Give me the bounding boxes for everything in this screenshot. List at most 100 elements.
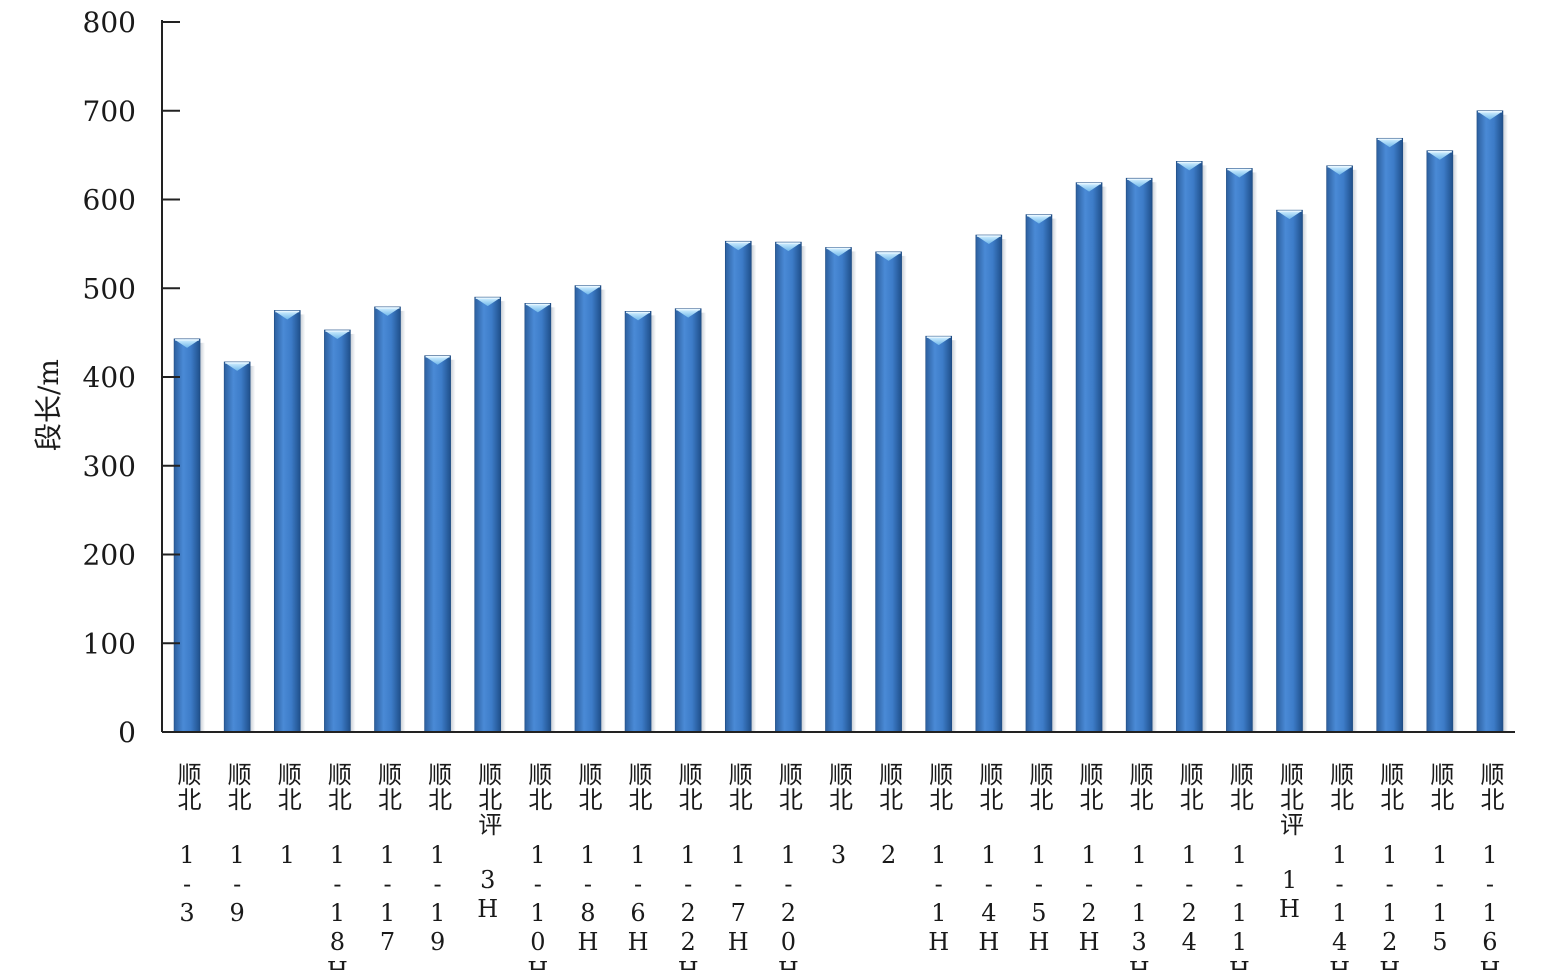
bar-group: [1075, 182, 1108, 733]
bar: [424, 355, 451, 733]
bar-cap: [475, 298, 500, 307]
x-tick-label: 顺北 1-20H: [774, 762, 802, 970]
x-tick-label: 顺北 1-15: [1426, 762, 1454, 957]
bar-group: [1175, 161, 1208, 733]
bar-group: [173, 338, 206, 733]
bar: [1276, 209, 1303, 733]
bar-group: [1376, 137, 1408, 733]
bar-cap: [225, 362, 250, 371]
bar: [574, 285, 602, 733]
x-tick-label: 顺北 1-7H: [724, 762, 752, 957]
bar-group: [1125, 177, 1158, 733]
bar-cap: [375, 307, 400, 316]
bar-group: [975, 234, 1007, 733]
y-ticks-layer: 0 100 200 300 400 500 600 700 800: [83, 6, 180, 749]
bar: [524, 303, 552, 733]
bar-group: [875, 251, 907, 733]
bar-cap: [1427, 151, 1452, 160]
y-tick-label: 100: [83, 627, 136, 660]
bar-cap: [926, 337, 951, 346]
x-tick-label: 顺北 1-18H: [323, 762, 351, 970]
bar-cap: [175, 339, 200, 348]
bar-shadow: [1102, 186, 1108, 732]
bar-shadow: [350, 333, 356, 732]
bar: [975, 234, 1003, 733]
x-tick-label: 顺北 1-22H: [674, 762, 702, 970]
x-tick-label: 顺北 1-24: [1175, 762, 1203, 957]
x-tick-label: 顺北 1-17: [374, 762, 402, 957]
bar-shadow: [400, 310, 406, 732]
bar-shadow: [801, 246, 807, 732]
bar: [1476, 110, 1504, 733]
bar-shadow: [1502, 114, 1508, 732]
y-tick-label: 400: [83, 361, 136, 394]
bar: [1326, 165, 1353, 733]
bar-group: [925, 335, 957, 733]
bar-cap: [1327, 166, 1352, 175]
y-tick-label: 700: [83, 95, 136, 128]
bar-group: [273, 310, 306, 733]
x-tick-label: 顺北 1-5H: [1025, 762, 1053, 957]
bar-shadow: [600, 289, 606, 732]
x-tick-label: 顺北 3: [825, 762, 853, 870]
bar-cap: [325, 330, 350, 339]
bar-shadow: [1001, 239, 1007, 732]
bar-cap: [726, 242, 751, 251]
x-tick-label: 顺北 1-2H: [1075, 762, 1103, 957]
bar: [1075, 182, 1103, 733]
bar-cap: [525, 304, 550, 313]
bar: [1175, 161, 1203, 733]
bar-cap: [275, 311, 300, 320]
x-tick-label: 顺北 1-4H: [975, 762, 1003, 957]
bar-shadow: [300, 314, 306, 732]
bar-cap: [575, 286, 600, 295]
bar: [1376, 137, 1404, 733]
y-tick-label: 800: [83, 6, 136, 39]
bar: [925, 335, 953, 733]
x-tick-label: 顺北 1-1H: [925, 762, 953, 957]
x-tick-label: 顺北 1-11H: [1225, 762, 1253, 970]
x-tick-label: 顺北 1-10H: [524, 762, 552, 970]
bar-group: [574, 285, 606, 733]
bar-group: [1025, 214, 1057, 733]
bar: [1025, 214, 1053, 733]
bar-shadow: [901, 255, 907, 733]
bar-cap: [1227, 169, 1252, 178]
bar-cap: [876, 252, 901, 261]
bar-cap: [1377, 139, 1402, 148]
bar-shadow: [1452, 154, 1458, 732]
bar: [1125, 177, 1153, 733]
bar-group: [674, 308, 707, 733]
x-tick-label: 顺北评 3H: [474, 762, 502, 924]
x-tick-label: 顺北 1-9: [223, 762, 251, 928]
bar: [324, 329, 351, 733]
bar-group: [1276, 209, 1308, 733]
bar-group: [825, 247, 857, 733]
y-tick-label: 500: [83, 272, 136, 305]
bar-group: [1426, 150, 1458, 733]
y-axis-title: 段长/m: [32, 359, 65, 451]
bar-cap: [976, 236, 1001, 244]
bar-group: [1476, 110, 1508, 733]
bar: [223, 361, 251, 733]
y-tick-label: 600: [83, 184, 136, 217]
x-tick-label: 顺北 1-14H: [1326, 762, 1354, 970]
x-tick-label: 顺北 1-6H: [624, 762, 652, 957]
bar-cap: [826, 248, 851, 257]
bar-shadow: [1051, 218, 1057, 732]
bar-group: [223, 361, 256, 733]
bar-shadow: [651, 315, 657, 732]
bar-shadow: [450, 359, 456, 732]
bar-group: [775, 241, 807, 733]
bar-shadow: [1252, 172, 1258, 732]
bar-group: [474, 296, 506, 733]
y-tick-label: 0: [118, 716, 136, 749]
bar-shadow: [500, 301, 506, 732]
x-tick-label: 顺北 1-13H: [1125, 762, 1153, 970]
y-tick-label: 300: [83, 450, 136, 483]
bar: [1426, 150, 1454, 733]
bar: [724, 240, 752, 733]
bar: [624, 311, 652, 733]
bar-cap: [1026, 215, 1051, 224]
